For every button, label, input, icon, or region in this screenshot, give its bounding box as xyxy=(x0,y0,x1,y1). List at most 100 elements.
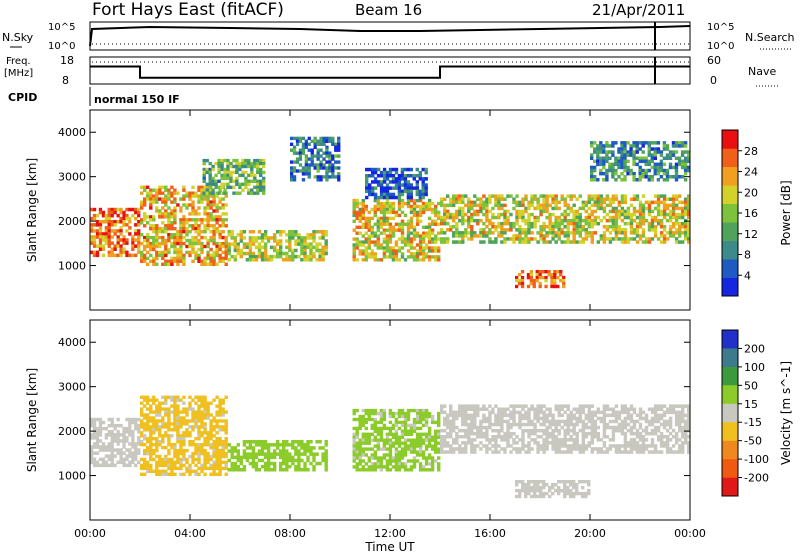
scatter-cell xyxy=(464,404,467,408)
scatter-cell xyxy=(215,431,218,434)
scatter-cell xyxy=(629,147,632,151)
scatter-cell xyxy=(155,413,158,416)
scatter-cell xyxy=(321,255,324,259)
scatter-cell xyxy=(128,454,131,458)
colorbar-swatch xyxy=(722,259,738,278)
scatter-cell xyxy=(521,444,524,448)
scatter-cell xyxy=(217,168,220,171)
scatter-cell xyxy=(380,433,383,436)
scatter-cell xyxy=(161,200,164,203)
scatter-cell xyxy=(374,232,377,235)
scatter-cell xyxy=(551,213,554,217)
scatter-cell xyxy=(108,454,111,458)
scatter-cell xyxy=(158,251,161,254)
scatter-cell xyxy=(657,219,660,223)
scatter-cell xyxy=(311,154,314,157)
scatter-cell xyxy=(383,444,386,447)
scatter-cell xyxy=(206,183,209,186)
scatter-cell xyxy=(542,234,545,238)
scatter-cell xyxy=(122,461,125,465)
scatter-cell xyxy=(437,255,440,258)
scatter-cell xyxy=(197,428,200,431)
scatter-cell xyxy=(179,458,182,461)
scatter-cell xyxy=(259,168,262,171)
scatter-cell xyxy=(359,442,362,445)
scatter-cell xyxy=(228,459,231,463)
scatter-cell xyxy=(603,450,606,454)
scatter-cell xyxy=(356,430,359,433)
scatter-cell xyxy=(261,236,264,240)
scatter-cell xyxy=(539,210,542,214)
scatter-cell xyxy=(152,449,155,452)
scatter-cell xyxy=(374,171,377,175)
scatter-cell xyxy=(446,441,449,445)
scatter-cell xyxy=(140,251,143,254)
scatter-cell xyxy=(579,444,582,448)
scatter-cell xyxy=(191,209,194,212)
scatter-cell xyxy=(356,199,359,202)
scatter-cell xyxy=(264,252,267,256)
scatter-cell xyxy=(398,223,401,226)
scatter-cell xyxy=(669,157,672,161)
scatter-cell xyxy=(632,178,635,182)
scatter-cell xyxy=(314,137,317,140)
scatter-cell xyxy=(140,186,143,189)
scatter-cell xyxy=(681,222,684,226)
scatter-cell xyxy=(362,214,365,217)
scatter-cell xyxy=(497,234,500,238)
scatter-cell xyxy=(218,260,221,263)
scatter-cell xyxy=(237,443,240,447)
scatter-cell xyxy=(173,446,176,449)
scatter-cell xyxy=(425,177,428,181)
scatter-cell xyxy=(383,237,386,240)
scatter-cell xyxy=(105,238,108,242)
scatter-cell xyxy=(322,143,325,146)
scatter-cell xyxy=(651,175,654,179)
scatter-cell xyxy=(681,160,684,164)
scatter-cell xyxy=(612,426,615,430)
scatter-cell xyxy=(125,454,128,458)
scatter-cell xyxy=(476,404,479,408)
scatter-cell xyxy=(279,452,282,456)
scatter-cell xyxy=(639,234,642,238)
scatter-cell xyxy=(621,207,624,211)
scatter-cell xyxy=(209,183,212,186)
scatter-cell xyxy=(603,423,606,427)
scatter-cell xyxy=(122,442,125,446)
freq-label-2: [MHz] xyxy=(4,68,33,79)
scatter-cell xyxy=(152,257,155,260)
scatter-cell xyxy=(621,420,624,424)
scatter-cell xyxy=(252,440,255,444)
scatter-cell xyxy=(225,452,228,455)
scatter-cell xyxy=(170,215,173,218)
scatter-cell xyxy=(380,439,383,442)
scatter-cell xyxy=(398,214,401,217)
scatter-cell xyxy=(371,171,374,175)
scatter-cell xyxy=(140,464,143,467)
scatter-cell xyxy=(395,211,398,214)
scatter-cell xyxy=(497,411,500,415)
scatter-cell xyxy=(467,423,470,427)
scatter-cell xyxy=(615,411,618,415)
scatter-cell xyxy=(627,216,630,220)
scatter-cell xyxy=(452,426,455,430)
scatter-cell xyxy=(548,204,551,208)
scatter-cell xyxy=(416,180,419,184)
scatter-cell xyxy=(117,220,120,224)
scatter-cell xyxy=(392,211,395,214)
scatter-cell xyxy=(176,203,179,206)
scatter-cell xyxy=(564,432,567,436)
scatter-cell xyxy=(527,285,530,288)
scatter-cell xyxy=(197,233,200,236)
scatter-cell xyxy=(267,452,270,456)
scatter-cell xyxy=(561,240,564,244)
scatter-cell xyxy=(618,447,621,451)
scatter-cell xyxy=(467,210,470,214)
scatter-cell xyxy=(209,168,212,171)
scatter-cell xyxy=(558,438,561,442)
scatter-cell xyxy=(93,451,96,455)
scatter-cell xyxy=(179,437,182,440)
scatter-cell xyxy=(467,222,470,226)
scatter-cell xyxy=(211,180,214,183)
